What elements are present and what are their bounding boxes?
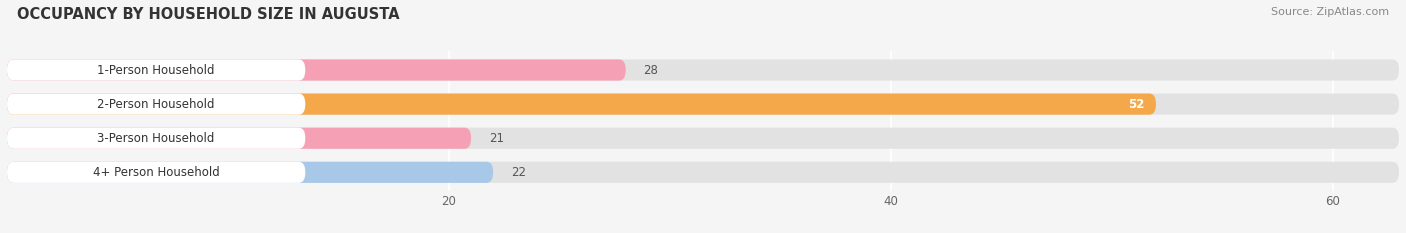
- Text: 4+ Person Household: 4+ Person Household: [93, 166, 219, 179]
- Text: 22: 22: [510, 166, 526, 179]
- Text: OCCUPANCY BY HOUSEHOLD SIZE IN AUGUSTA: OCCUPANCY BY HOUSEHOLD SIZE IN AUGUSTA: [17, 7, 399, 22]
- FancyBboxPatch shape: [7, 93, 305, 115]
- FancyBboxPatch shape: [7, 93, 1156, 115]
- Text: 21: 21: [489, 132, 503, 145]
- Text: Source: ZipAtlas.com: Source: ZipAtlas.com: [1271, 7, 1389, 17]
- FancyBboxPatch shape: [7, 128, 305, 149]
- FancyBboxPatch shape: [7, 128, 471, 149]
- Text: 3-Person Household: 3-Person Household: [97, 132, 215, 145]
- FancyBboxPatch shape: [7, 59, 1399, 81]
- Text: 1-Person Household: 1-Person Household: [97, 64, 215, 76]
- FancyBboxPatch shape: [7, 59, 305, 81]
- FancyBboxPatch shape: [7, 128, 1399, 149]
- FancyBboxPatch shape: [7, 162, 305, 183]
- FancyBboxPatch shape: [7, 93, 1399, 115]
- FancyBboxPatch shape: [7, 162, 1399, 183]
- FancyBboxPatch shape: [7, 59, 626, 81]
- Text: 2-Person Household: 2-Person Household: [97, 98, 215, 111]
- Text: 52: 52: [1129, 98, 1144, 111]
- FancyBboxPatch shape: [7, 162, 494, 183]
- Text: 28: 28: [644, 64, 658, 76]
